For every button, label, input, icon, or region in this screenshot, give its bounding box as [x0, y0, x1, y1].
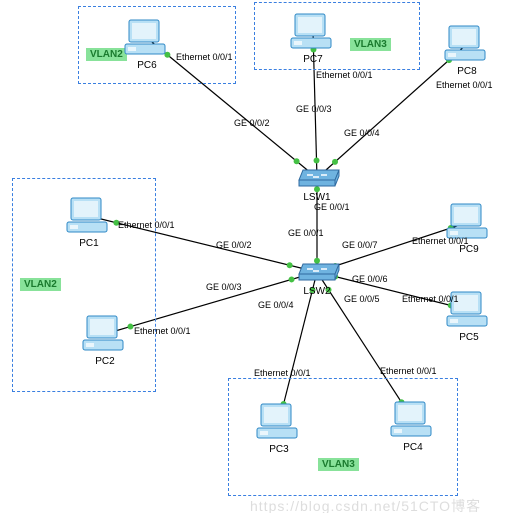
port-label: Ethernet 0/0/1	[402, 294, 459, 304]
pc-icon	[443, 24, 491, 64]
vlan-label-vlan3-bottom: VLAN3	[318, 458, 359, 471]
port-label: Ethernet 0/0/1	[254, 368, 311, 378]
port-label: GE 0/0/7	[342, 240, 378, 250]
node-label: LSW2	[290, 286, 344, 297]
node-label: PC2	[78, 356, 132, 367]
port-label: GE 0/0/3	[206, 282, 242, 292]
port-label: GE 0/0/1	[314, 202, 350, 212]
watermark: https://blog.csdn.net/51CTO博客	[250, 496, 481, 513]
port-label: Ethernet 0/0/1	[118, 220, 175, 230]
port-label: GE 0/0/3	[296, 104, 332, 114]
port-label: Ethernet 0/0/1	[176, 52, 233, 62]
node-label: PC4	[386, 442, 440, 453]
port-label: GE 0/0/4	[258, 300, 294, 310]
pc-pc9[interactable]: PC9	[442, 202, 496, 255]
node-label: PC1	[62, 238, 116, 249]
port-label: Ethernet 0/0/1	[380, 366, 437, 376]
port-label: Ethernet 0/0/1	[436, 80, 493, 90]
pc-pc7[interactable]: PC7	[286, 12, 340, 65]
pc-pc6[interactable]: PC6	[120, 18, 174, 71]
node-label: PC6	[120, 60, 174, 71]
port-label: Ethernet 0/0/1	[134, 326, 191, 336]
node-label: PC5	[442, 332, 496, 343]
port-label: GE 0/0/5	[344, 294, 380, 304]
pc-pc3[interactable]: PC3	[252, 402, 306, 455]
port-label: GE 0/0/6	[352, 274, 388, 284]
pc-pc8[interactable]: PC8	[440, 24, 494, 77]
pc-pc2[interactable]: PC2	[78, 314, 132, 367]
pc-icon	[123, 18, 171, 58]
pc-pc1[interactable]: PC1	[62, 196, 116, 249]
pc-icon	[389, 400, 437, 440]
node-label: PC3	[252, 444, 306, 455]
switch-lsw1[interactable]: LSW1	[290, 150, 344, 203]
port-label: GE 0/0/1	[288, 228, 324, 238]
pc-icon	[255, 402, 303, 442]
pc-pc4[interactable]: PC4	[386, 400, 440, 453]
switch-icon	[293, 150, 341, 190]
switch-lsw2[interactable]: LSW2	[290, 244, 344, 297]
pc-icon	[65, 196, 113, 236]
port-label: GE 0/0/4	[344, 128, 380, 138]
vlan-label-vlan2-left: VLAN2	[20, 278, 61, 291]
pc-icon	[81, 314, 129, 354]
topology-canvas: { "canvas": { "w": 518, "h": 513, "bg": …	[0, 0, 518, 513]
port-label: Ethernet 0/0/1	[412, 236, 469, 246]
port-label: Ethernet 0/0/1	[316, 70, 373, 80]
vlan-label-vlan3-top: VLAN3	[350, 38, 391, 51]
switch-icon	[293, 244, 341, 284]
port-label: GE 0/0/2	[234, 118, 270, 128]
node-label: PC8	[440, 66, 494, 77]
port-label: GE 0/0/2	[216, 240, 252, 250]
node-label: PC7	[286, 54, 340, 65]
pc-icon	[289, 12, 337, 52]
